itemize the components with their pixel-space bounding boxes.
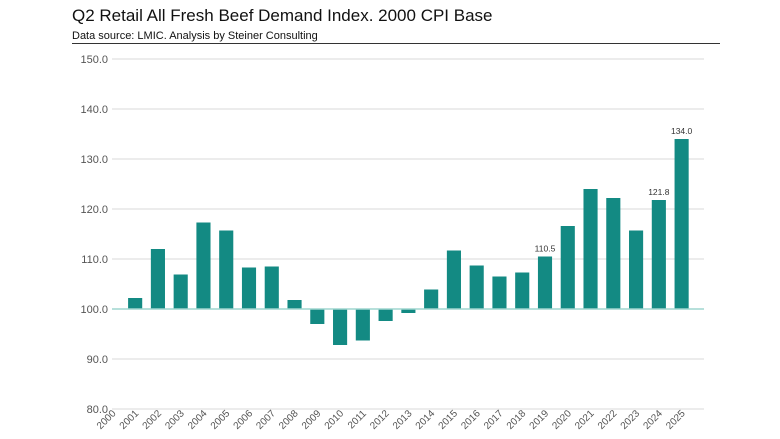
bar-2010 — [333, 309, 348, 345]
x-tick-label: 2022 — [596, 408, 620, 432]
bar-2020 — [560, 226, 575, 309]
bar-2002 — [150, 249, 165, 309]
y-tick-label: 80.0 — [87, 404, 108, 416]
bar-2011 — [355, 309, 370, 341]
header-divider — [72, 43, 720, 44]
x-tick-label: 2011 — [346, 408, 369, 431]
x-tick-label: 2020 — [550, 408, 574, 432]
bar-2004 — [196, 222, 211, 309]
bar-2021 — [583, 189, 598, 309]
y-tick-label: 100.0 — [80, 304, 108, 316]
x-tick-label: 2018 — [505, 408, 529, 432]
bar-2018 — [515, 272, 530, 309]
data-labels: 110.5 121.8 134.0 — [535, 126, 693, 254]
y-tick-label: 130.0 — [80, 154, 108, 166]
bar-2023 — [629, 230, 644, 309]
x-tick-label: 2021 — [573, 408, 597, 432]
x-tick-label: 2010 — [323, 408, 347, 432]
bar-2016 — [469, 265, 484, 309]
x-tick-label: 2009 — [300, 408, 324, 432]
bar-2009 — [310, 309, 325, 324]
x-tick-label: 2004 — [186, 408, 210, 432]
x-tick-label: 2019 — [528, 408, 552, 432]
x-tick-label: 2016 — [459, 408, 483, 432]
x-tick-label: 2015 — [437, 408, 461, 432]
y-tick-label: 140.0 — [80, 104, 108, 116]
x-tick-label: 2023 — [619, 408, 643, 432]
bar-2014 — [424, 289, 439, 309]
x-tick-label: 2001 — [118, 408, 142, 432]
y-tick-label: 150.0 — [80, 54, 108, 66]
bar-2022 — [606, 198, 621, 309]
bar-2008 — [287, 300, 302, 309]
x-tick-label: 2005 — [209, 408, 233, 432]
data-label-2019: 110.5 — [535, 244, 556, 254]
bar-2013 — [401, 309, 416, 313]
bar-2025 — [674, 139, 689, 309]
bar-2024 — [651, 200, 666, 309]
x-axis-tick-labels: 2000 2001 2002 2003 2004 2005 2006 2007 2008 2009… — [95, 408, 688, 432]
chart-title: Q2 Retail All Fresh Beef Demand Index. 2… — [72, 6, 493, 25]
bar-2007 — [264, 266, 279, 309]
bar-2005 — [219, 230, 234, 309]
y-axis-tick-labels: 80.0 90.0 100.0 110.0 120.0 130.0 140.0 150.0 — [80, 54, 108, 416]
bar-2019 — [537, 256, 553, 309]
bar-2012 — [378, 309, 393, 321]
x-tick-label: 2003 — [163, 408, 187, 432]
x-tick-label: 2013 — [391, 408, 415, 432]
bar-2017 — [492, 276, 507, 309]
bar-2001 — [128, 298, 143, 309]
data-label-2025: 134.0 — [671, 126, 693, 136]
x-tick-label: 2012 — [368, 408, 392, 432]
x-tick-label: 2024 — [641, 408, 665, 432]
chart-subtitle: Data source: LMIC. Analysis by Steiner C… — [72, 30, 318, 42]
data-label-2024: 121.8 — [648, 187, 670, 197]
y-tick-label: 90.0 — [87, 354, 108, 366]
bar-2006 — [241, 267, 257, 309]
y-tick-label: 110.0 — [81, 254, 108, 266]
x-tick-label: 2007 — [254, 408, 278, 432]
y-tick-label: 120.0 — [80, 204, 108, 216]
x-tick-label: 2002 — [141, 408, 165, 432]
x-tick-label: 2014 — [414, 408, 438, 432]
bar-2015 — [446, 250, 461, 309]
x-tick-label: 2025 — [664, 408, 688, 432]
x-tick-label: 2008 — [277, 408, 301, 432]
bars — [128, 139, 689, 345]
x-tick-label: 2017 — [482, 408, 506, 432]
x-tick-label: 2006 — [232, 408, 256, 432]
bar-2003 — [173, 274, 188, 309]
